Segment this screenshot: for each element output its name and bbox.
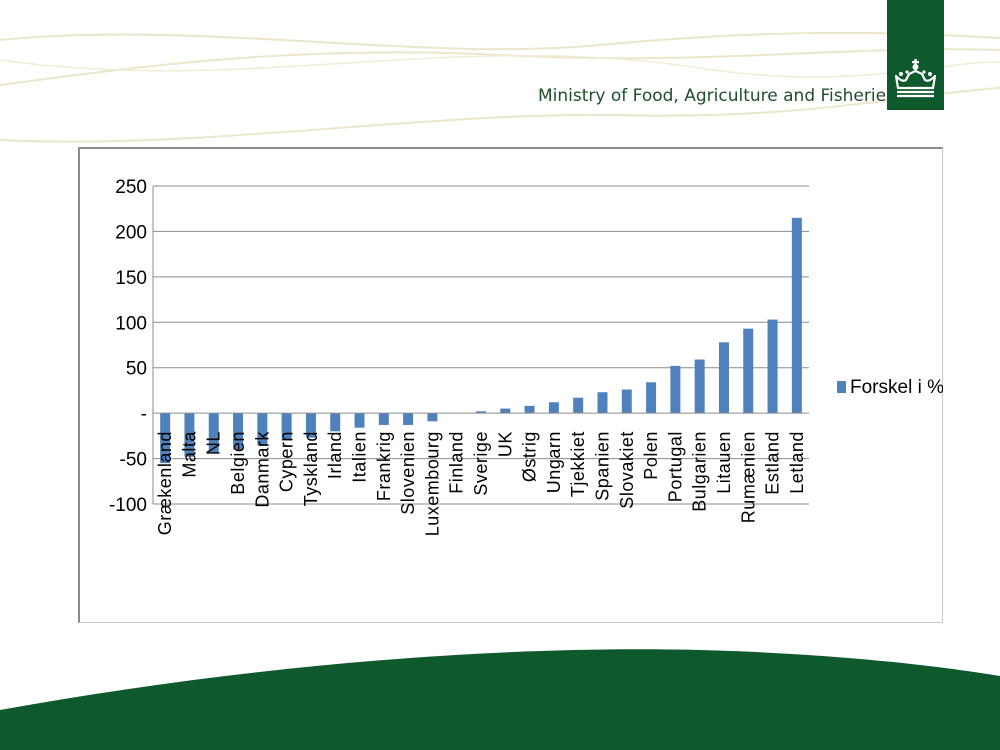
x-tick-label: Luxembourg xyxy=(422,431,442,536)
x-tick-label: Belgien xyxy=(228,431,248,495)
bar-chart: 250 200 150 100 50 - -50 -100 Grækenland Malta NL… xyxy=(109,177,943,536)
y-tick-label: 200 xyxy=(115,222,147,243)
footer-band xyxy=(0,649,1000,750)
bar xyxy=(233,413,244,450)
bar xyxy=(500,408,511,414)
bar xyxy=(597,392,608,414)
x-tick-label: Bulgarien xyxy=(690,431,710,512)
bar xyxy=(281,413,292,441)
x-tick-label: Grækenland xyxy=(155,431,175,535)
x-tick-label: Ungarn xyxy=(544,431,564,493)
bar xyxy=(621,389,632,414)
bar xyxy=(354,413,365,428)
legend-label: Forskel i % xyxy=(850,377,943,398)
chart-frame: 250 200 150 100 50 - -50 -100 Grækenland Malta NL… xyxy=(78,147,943,623)
bar xyxy=(378,413,389,425)
x-tick-label: Slovakiet xyxy=(617,431,637,509)
bar xyxy=(524,405,535,414)
bar xyxy=(548,402,559,414)
bar xyxy=(476,411,486,414)
y-tick-label: 50 xyxy=(126,359,147,380)
x-tick-label: UK xyxy=(495,431,515,457)
bar xyxy=(257,413,268,445)
y-tick-label: 100 xyxy=(115,313,147,334)
ministry-name: Ministry of Food, Agriculture and Fisher… xyxy=(538,86,895,106)
x-tick-label: Spanien xyxy=(592,431,612,501)
bar xyxy=(743,328,754,414)
y-tick-label: 250 xyxy=(115,177,147,198)
y-tick-label: -50 xyxy=(120,450,147,471)
x-tick-label: Malta xyxy=(179,431,199,478)
x-tick-label: Cypern xyxy=(277,431,297,492)
bar xyxy=(573,397,584,414)
x-tick-label: Letland xyxy=(787,431,807,494)
x-tick-label: Finland xyxy=(447,431,467,494)
bar xyxy=(330,413,341,432)
x-tick-label: Estland xyxy=(763,431,783,495)
y-tick-label: 150 xyxy=(115,268,147,289)
bar xyxy=(791,217,802,414)
x-tick-label: Litauen xyxy=(714,431,734,494)
bar xyxy=(160,413,171,464)
y-tick-label: -100 xyxy=(109,495,147,516)
bar xyxy=(718,342,729,414)
y-tick-label: - xyxy=(141,404,147,425)
legend-swatch xyxy=(837,381,846,393)
x-tick-label: Irland xyxy=(325,431,345,479)
x-tick-label: Sverige xyxy=(471,431,491,496)
x-tick-label: Italien xyxy=(350,431,370,483)
x-tick-label: Danmark xyxy=(252,431,272,508)
bar xyxy=(208,413,219,453)
x-tick-label: Rumænien xyxy=(738,431,758,523)
bar xyxy=(184,413,195,457)
bar xyxy=(305,413,316,438)
x-tick-label: Polen xyxy=(641,431,661,480)
bar xyxy=(670,365,681,414)
bar xyxy=(694,359,705,414)
x-tick-label: Frankrig xyxy=(374,431,394,501)
bar xyxy=(767,319,778,414)
x-tick-label: Tjekkiet xyxy=(568,431,588,497)
x-tick-label: Tyskland xyxy=(301,431,321,506)
bar xyxy=(427,413,438,422)
x-tick-label: Østrig xyxy=(520,431,540,482)
x-tick-label: NL xyxy=(204,431,224,455)
background-waves xyxy=(0,31,1000,143)
bar xyxy=(403,413,414,425)
royal-crown-icon xyxy=(887,0,944,110)
bar xyxy=(646,382,657,414)
x-tick-label: Slovenien xyxy=(398,431,418,515)
x-tick-label: Portugal xyxy=(665,431,685,502)
